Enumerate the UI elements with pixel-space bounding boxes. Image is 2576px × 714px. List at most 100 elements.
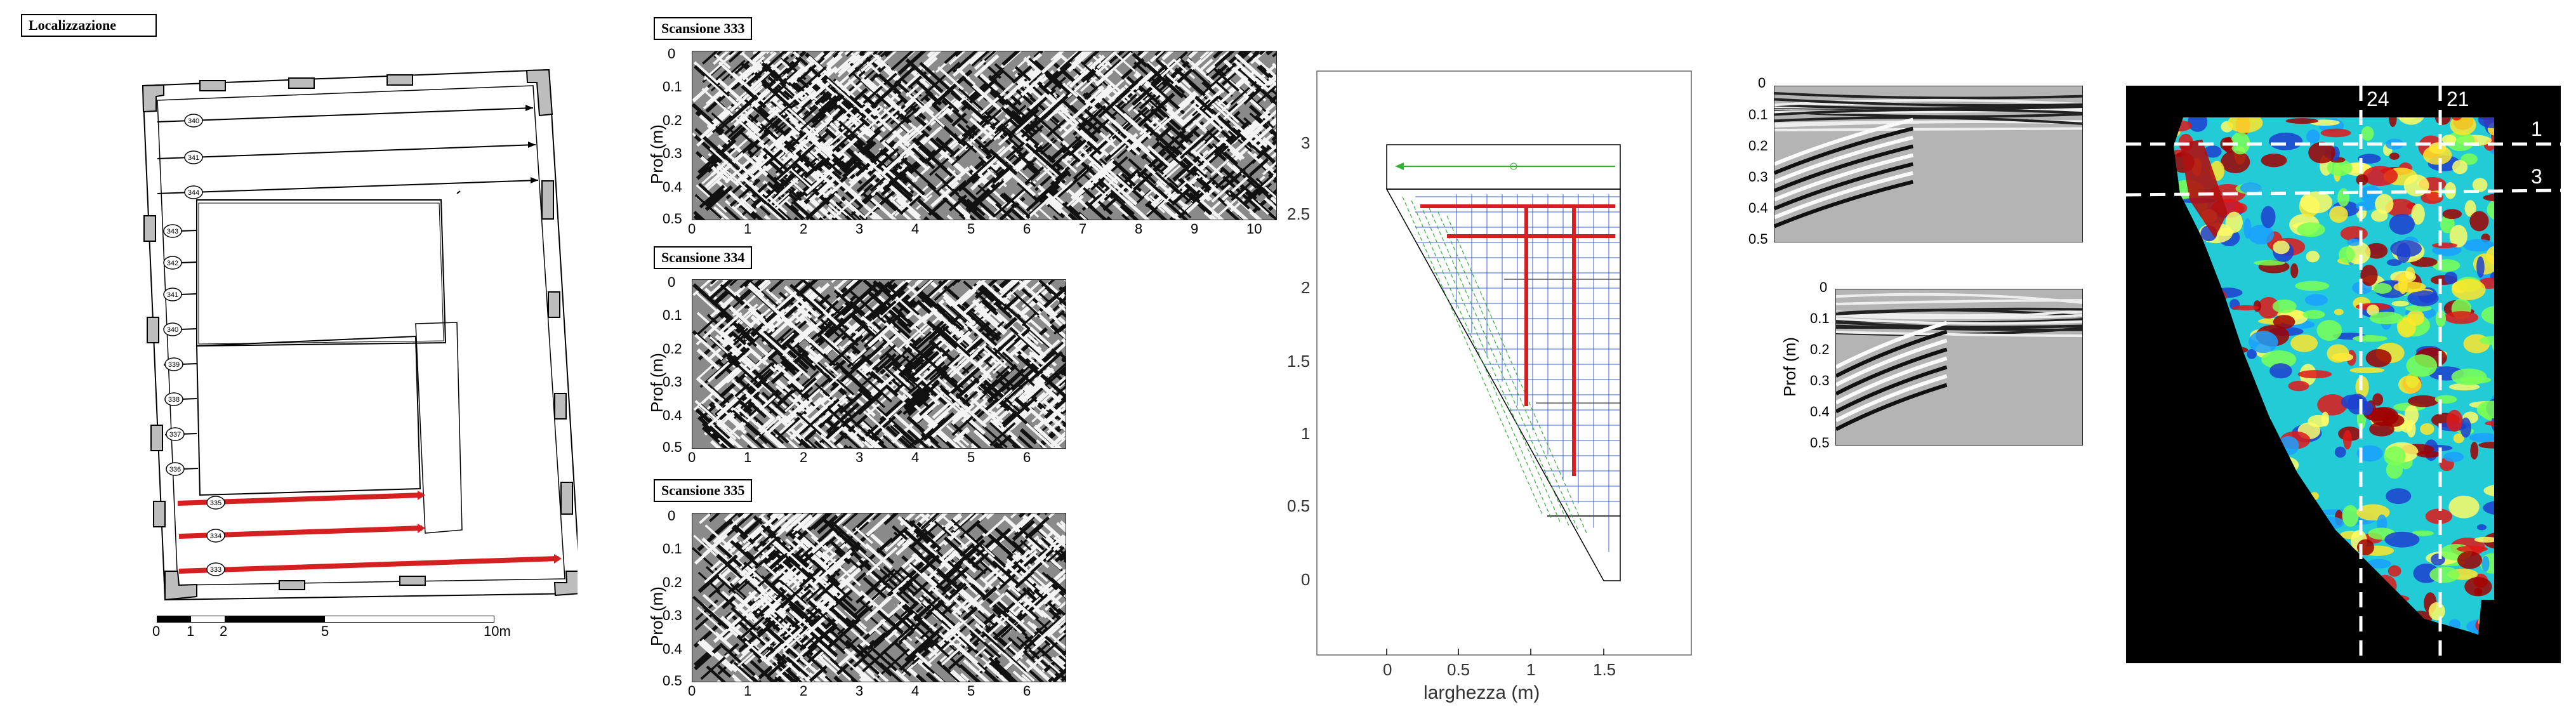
y-tick: 0.5 — [1748, 231, 1768, 247]
y-tick: 0.5 — [663, 439, 682, 455]
y-tick: 0.3 — [1748, 169, 1768, 185]
x-tick: 10 — [1246, 221, 1262, 237]
x-tick: 1 — [744, 221, 752, 237]
y-tick: 0 — [1758, 75, 1766, 91]
y-tick: 0 — [1820, 279, 1828, 295]
y-tick: 0.5 — [663, 673, 682, 689]
y-tick: 2.5 — [1287, 204, 1311, 223]
scan-number: 338 — [168, 396, 180, 404]
x-tick: 8 — [1135, 221, 1143, 237]
scan-number: 333 — [210, 566, 221, 574]
localization-title: Localizzazione — [21, 14, 157, 37]
x-tick: 9 — [1191, 221, 1199, 237]
x-tick: 6 — [1023, 221, 1031, 237]
scan-number: 336 — [169, 466, 181, 473]
scan-334-title: Scansione 334 — [654, 246, 753, 269]
line-label: 21 — [2447, 88, 2469, 110]
survey-grid-plot — [1316, 70, 1692, 656]
y-tick: 0.4 — [663, 641, 682, 657]
y-tick: 2 — [1301, 278, 1311, 297]
x-tick: 2 — [800, 449, 808, 465]
scan-number: 337 — [169, 431, 181, 439]
y-tick: 0.5 — [663, 211, 682, 227]
building-floor-plan: 340 341 344 343 342 341 340 339 338 337 … — [142, 69, 578, 601]
x-tick: 2 — [800, 683, 808, 699]
x-tick: 3 — [855, 683, 864, 699]
scale-label: 10m — [484, 623, 511, 639]
y-tick: 0 — [1301, 570, 1311, 589]
x-tick: 1.5 — [1593, 660, 1616, 679]
y-tick: 1 — [1301, 424, 1311, 443]
scan-number: 341 — [188, 154, 199, 162]
x-tick: 4 — [911, 683, 920, 699]
x-tick: 0 — [1383, 660, 1392, 679]
scale-bar — [157, 616, 494, 623]
x-tick: 4 — [911, 449, 920, 465]
y-tick: 0.4 — [1748, 200, 1768, 216]
y-tick: 0.1 — [663, 307, 682, 323]
scan-number: 343 — [167, 228, 178, 235]
y-tick: 0.2 — [1810, 341, 1830, 357]
x-tick: 2 — [800, 221, 808, 237]
x-tick: 1 — [1526, 660, 1536, 679]
y-tick: 0.2 — [1748, 138, 1768, 154]
y-tick: 1.5 — [1287, 352, 1311, 371]
y-tick: 0.3 — [663, 607, 682, 623]
scale-label: 1 — [187, 623, 195, 639]
y-tick: 0.2 — [663, 112, 682, 128]
radar-image-scan-333 — [691, 20, 1312, 253]
x-tick: 1 — [744, 683, 752, 699]
y-tick: 0 — [668, 274, 676, 290]
y-tick: 3 — [1301, 133, 1311, 152]
small-radar-ylabel: Prof (m) — [1780, 337, 1799, 397]
scan-number: 335 — [210, 499, 221, 507]
x-tick: 4 — [911, 221, 920, 237]
x-tick: 7 — [1079, 221, 1087, 237]
amplitude-heatmap — [2125, 86, 2561, 663]
x-tick: 0.5 — [1447, 660, 1470, 679]
line-label: 24 — [2367, 88, 2389, 110]
x-tick: 0 — [688, 683, 696, 699]
scan-number: 344 — [188, 189, 199, 197]
x-tick: 5 — [967, 449, 975, 465]
x-tick: 6 — [1023, 449, 1031, 465]
radar-image-scan-335 — [691, 480, 1101, 713]
radar-image-scan-334 — [692, 249, 1100, 482]
scan-number: 339 — [168, 361, 180, 369]
x-tick: 6 — [1023, 683, 1031, 699]
scan-number: 342 — [167, 260, 178, 267]
y-tick: 0.4 — [663, 179, 682, 195]
y-tick: 0.1 — [1810, 310, 1830, 326]
scan-number: 341 — [167, 291, 178, 299]
y-tick: 0.5 — [1810, 435, 1830, 451]
x-tick: 3 — [855, 449, 864, 465]
y-tick: 0.2 — [663, 341, 682, 357]
x-tick: 5 — [967, 683, 975, 699]
y-tick: 0 — [668, 508, 676, 524]
y-tick: 0.2 — [663, 574, 682, 590]
x-tick: 5 — [967, 221, 975, 237]
y-tick: 0.1 — [1748, 107, 1768, 122]
x-tick: 0 — [688, 221, 696, 237]
radar-image-small-2 — [1835, 289, 2083, 446]
scale-label: 5 — [321, 623, 329, 639]
y-tick: 0.4 — [1810, 404, 1830, 420]
scan-number: 334 — [210, 532, 221, 540]
y-tick: 0.5 — [1287, 496, 1311, 515]
scale-label: 0 — [152, 623, 161, 639]
y-tick: 0.3 — [1810, 373, 1830, 388]
radar-image-small-1 — [1773, 86, 2083, 242]
y-tick: 0.4 — [663, 407, 682, 423]
scan-number: 340 — [188, 117, 199, 125]
line-label: 1 — [2531, 117, 2542, 140]
y-tick: 0.3 — [663, 145, 682, 161]
y-tick: 0 — [668, 46, 676, 62]
x-tick: 0 — [688, 449, 696, 465]
y-tick: 0.3 — [663, 374, 682, 390]
x-axis-label: larghezza (m) — [1423, 682, 1540, 703]
scan-number: 340 — [167, 326, 178, 334]
scale-label: 2 — [220, 623, 228, 639]
line-label: 3 — [2531, 165, 2542, 188]
y-tick: 0.1 — [663, 541, 682, 557]
x-tick: 1 — [744, 449, 752, 465]
